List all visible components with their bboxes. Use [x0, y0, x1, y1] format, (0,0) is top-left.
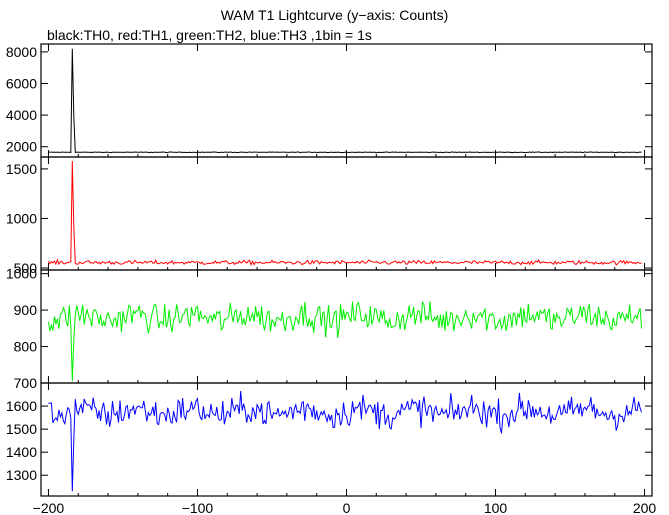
y-tick-label: 2000 — [6, 139, 37, 155]
y-tick-label: 1600 — [6, 398, 37, 414]
y-tick-label: 700 — [14, 375, 38, 391]
y-tick-label: 8000 — [6, 44, 37, 60]
panel-frame-TH0 — [40, 43, 653, 158]
y-tick-label: 1000 — [6, 266, 37, 282]
y-tick-label: 6000 — [6, 76, 37, 92]
series-line-TH0 — [48, 48, 642, 154]
y-tick-label: 1500 — [6, 161, 37, 177]
series-line-TH1 — [48, 160, 642, 267]
series-line-TH2 — [48, 300, 643, 382]
y-tick-label: 1400 — [6, 444, 37, 460]
panel-frame-TH2 — [40, 269, 653, 384]
panel-frame-TH3 — [40, 382, 653, 497]
series-line-TH3 — [48, 390, 643, 492]
panel-frame-TH1 — [40, 156, 653, 271]
y-tick-label: 900 — [14, 302, 38, 318]
chart-subtitle: black:TH0, red:TH1, green:TH2, blue:TH3 … — [47, 27, 372, 43]
y-tick-label: 800 — [14, 339, 38, 355]
x-tick-label: 200 — [633, 500, 657, 515]
y-tick-label: 1300 — [6, 467, 37, 483]
chart-title: WAM T1 Lightcurve (y−axis: Counts) — [220, 7, 449, 23]
x-tick-label: 0 — [343, 500, 351, 515]
y-tick-label: 4000 — [6, 107, 37, 123]
y-tick-label: 1000 — [6, 210, 37, 226]
x-tick-label: 100 — [484, 500, 508, 515]
x-tick-label: −200 — [33, 500, 65, 515]
x-tick-label: −100 — [182, 500, 214, 515]
y-tick-label: 1500 — [6, 421, 37, 437]
y-tick-label: 500 — [14, 260, 38, 276]
